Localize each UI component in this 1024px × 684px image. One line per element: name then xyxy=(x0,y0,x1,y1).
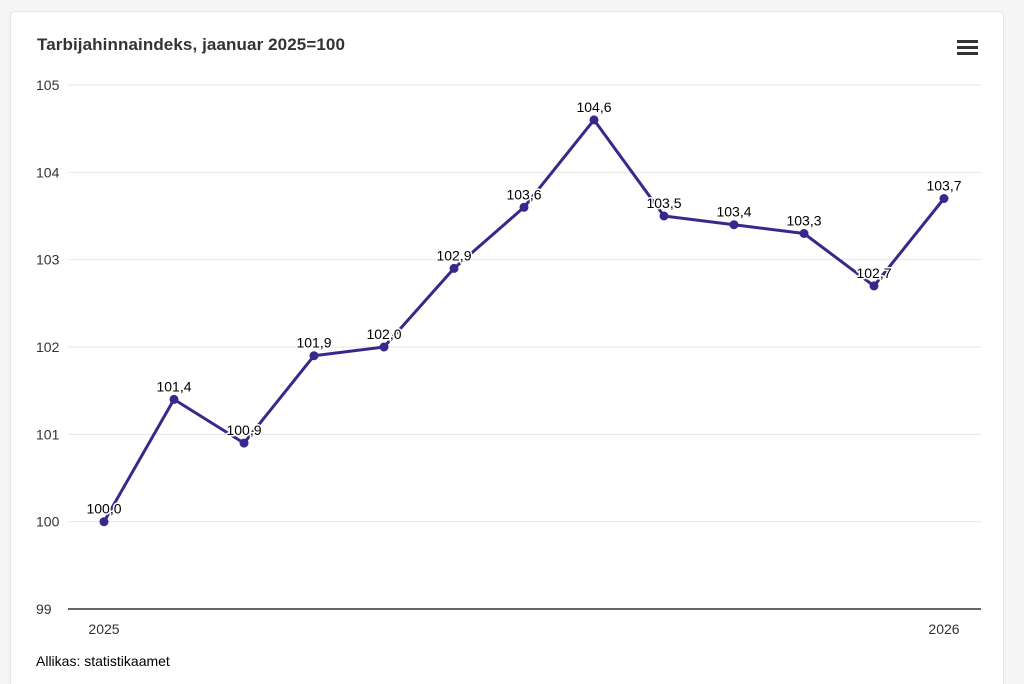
data-point[interactable] xyxy=(239,438,249,448)
data-point-label: 101,9 xyxy=(296,335,331,351)
data-point[interactable] xyxy=(659,211,669,221)
y-axis-tick-label: 99 xyxy=(36,601,52,617)
data-point-label: 102,7 xyxy=(856,265,891,281)
y-axis-tick-label: 103 xyxy=(36,252,60,268)
data-point-label: 103,7 xyxy=(926,178,961,194)
data-point[interactable] xyxy=(169,394,179,404)
data-point-label: 104,6 xyxy=(576,99,611,115)
y-axis-tick-label: 100 xyxy=(36,514,60,530)
series-line xyxy=(102,118,946,524)
data-point-label: 103,3 xyxy=(786,213,821,229)
y-axis-tick-label: 101 xyxy=(36,426,60,442)
data-point-label: 101,4 xyxy=(156,378,191,394)
data-point-label: 102,0 xyxy=(366,326,401,342)
x-axis-tick-label: 2025 xyxy=(88,621,119,637)
data-point-label: 100,9 xyxy=(226,422,261,438)
data-point[interactable] xyxy=(379,342,389,352)
data-point-label: 103,6 xyxy=(506,186,541,202)
data-point[interactable] xyxy=(869,281,879,291)
x-axis-tick-label: 2026 xyxy=(928,621,959,637)
hamburger-menu-icon xyxy=(956,39,978,55)
data-point[interactable] xyxy=(589,115,599,125)
y-axis-tick-label: 104 xyxy=(36,164,60,180)
data-point[interactable] xyxy=(729,220,739,230)
chart-title: Tarbijahinnaindeks, jaanuar 2025=100 xyxy=(37,35,346,54)
data-point[interactable] xyxy=(99,517,109,527)
data-point-label: 100,0 xyxy=(86,501,121,517)
cpi-line-chart: 99 100 101 102 103 104 105 2025 2026 100,0 101,4 10… xyxy=(36,77,981,637)
data-point[interactable] xyxy=(799,229,809,238)
data-point[interactable] xyxy=(939,194,949,203)
y-axis-tick-label: 105 xyxy=(36,77,60,93)
y-axis-tick-label: 102 xyxy=(36,339,60,355)
data-point-label: 103,4 xyxy=(716,204,751,220)
data-point[interactable] xyxy=(309,351,319,361)
data-point[interactable] xyxy=(449,263,459,273)
chart-context-menu-button[interactable] xyxy=(954,36,980,58)
data-point-label: 102,9 xyxy=(436,247,471,263)
data-point-label: 103,5 xyxy=(646,195,681,211)
source-note: Allikas: statistikaamet xyxy=(36,653,170,669)
data-point[interactable] xyxy=(519,202,529,212)
chart-card: Tarbijahinnaindeks, jaanuar 2025=100 99 1… xyxy=(10,11,1004,684)
